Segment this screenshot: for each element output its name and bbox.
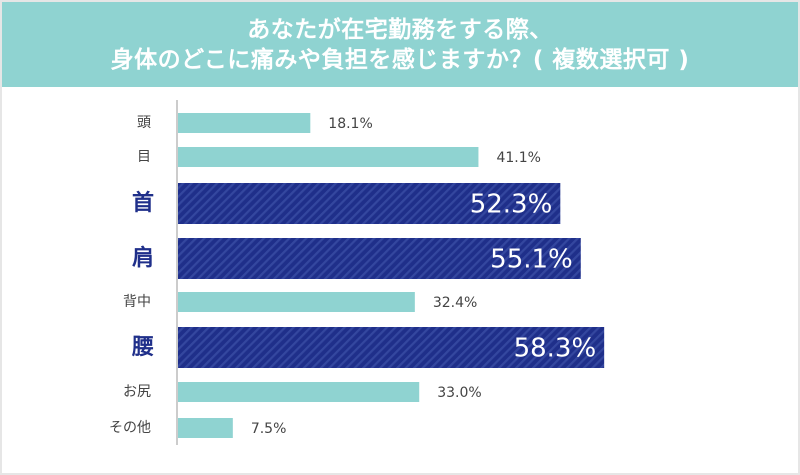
chart-header: あなたが在宅勤務をする際、 身体のどこに痛みや負担を感じますか？( 複数選択可 … [2, 2, 798, 87]
value-label: 18.1% [328, 116, 372, 132]
category-label: 首 [132, 190, 154, 216]
bar [178, 113, 311, 133]
category-label: その他 [109, 420, 151, 436]
value-label: 52.3% [470, 190, 553, 220]
chart-title-line-2: 身体のどこに痛みや負担を感じますか？( 複数選択可 ) [110, 46, 690, 73]
bar [178, 418, 233, 438]
value-label: 32.4% [433, 295, 477, 311]
value-label: 55.1% [490, 245, 573, 275]
bar [178, 327, 605, 368]
bar [178, 183, 561, 224]
category-label: 目 [137, 149, 151, 165]
bar [178, 147, 479, 167]
category-label: お尻 [123, 384, 151, 400]
category-label: 頭 [137, 115, 151, 131]
category-label: 背中 [123, 294, 151, 310]
value-label: 7.5% [251, 421, 287, 437]
bar [178, 238, 581, 279]
chart-title-line-1: あなたが在宅勤務をする際、 [247, 16, 553, 43]
bar [178, 292, 415, 312]
category-label: 肩 [132, 245, 154, 271]
category-label: 腰 [131, 335, 154, 360]
value-label: 58.3% [514, 334, 597, 364]
bar [178, 382, 420, 402]
value-label: 33.0% [437, 385, 481, 401]
value-label: 41.1% [496, 150, 540, 166]
